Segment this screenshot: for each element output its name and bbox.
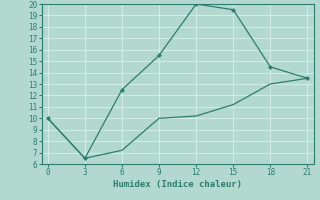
X-axis label: Humidex (Indice chaleur): Humidex (Indice chaleur) (113, 180, 242, 189)
